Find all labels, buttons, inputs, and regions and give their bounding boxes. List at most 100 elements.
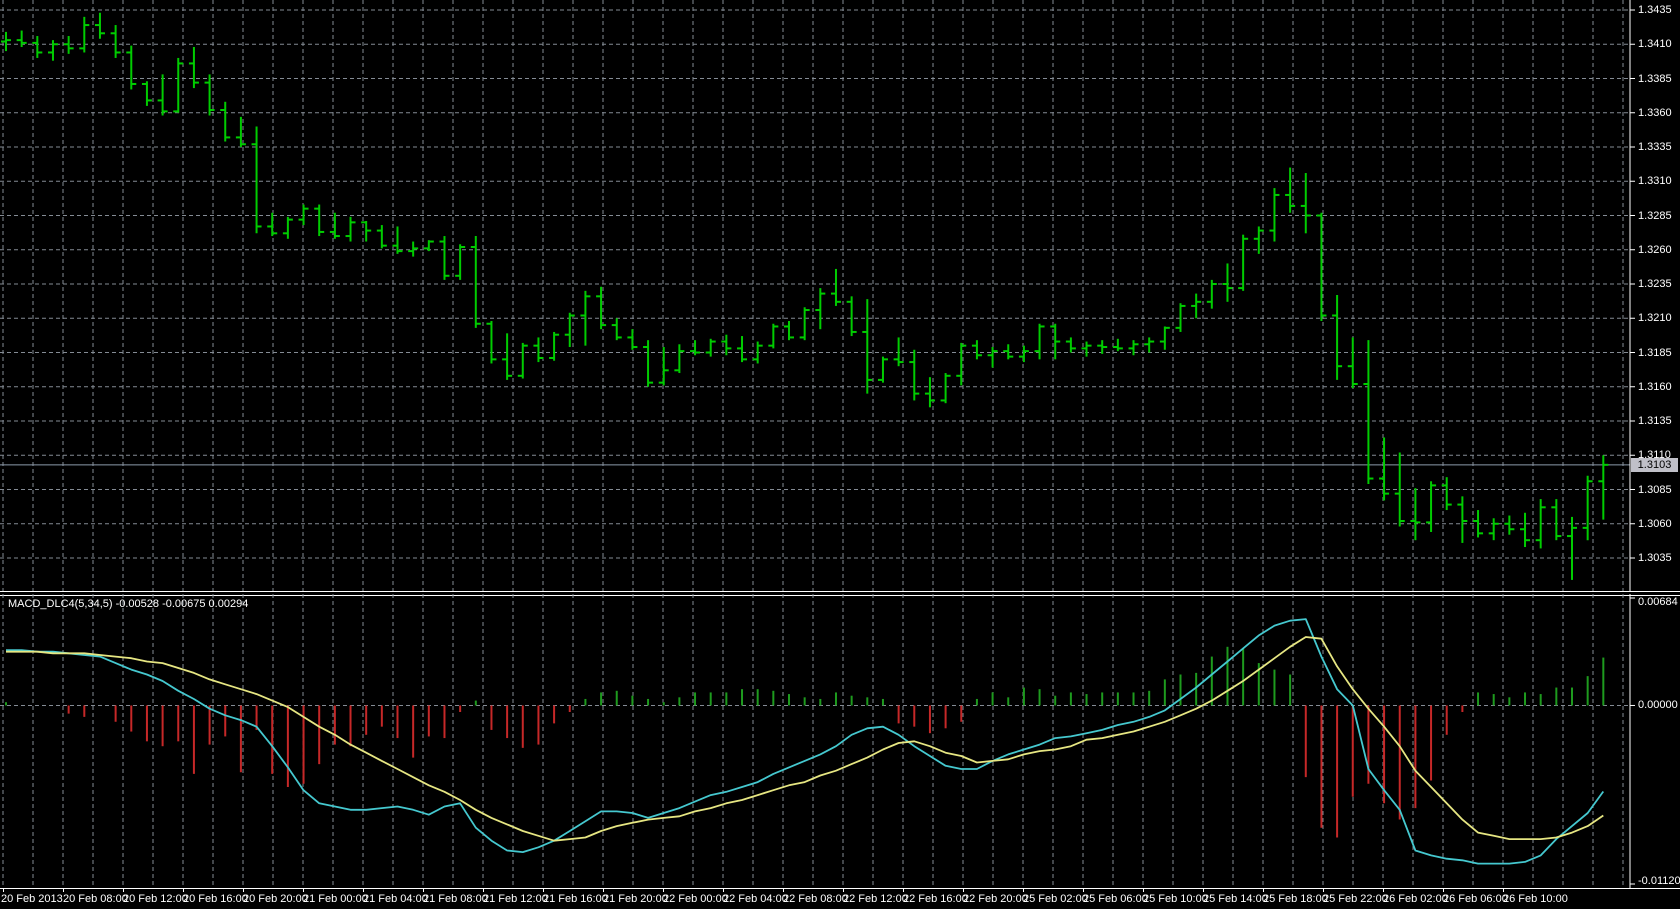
time-axis-label: 21 Feb 08:00	[423, 893, 488, 905]
ohlc-bar	[956, 342, 967, 386]
ohlc-bar	[643, 340, 654, 387]
ohlc-bar	[1128, 340, 1139, 356]
time-axis-label: 26 Feb 06:00	[1443, 893, 1508, 905]
ohlc-bar	[173, 57, 184, 113]
ohlc-bar	[439, 236, 450, 280]
price-chart-pane[interactable]: 1.3435 1.3410 1.3385 1.3360 1.3335 1.3310 1.32…	[0, 0, 1680, 591]
ohlc-bar	[752, 341, 763, 364]
ohlc-bar	[533, 337, 544, 363]
time-axis-label: 20 Feb 12:00	[123, 893, 188, 905]
time-axis-label: 25 Feb 14:00	[1203, 893, 1268, 905]
ohlc-bar	[1159, 326, 1170, 350]
time-tick	[1023, 889, 1024, 892]
ohlc-bar	[674, 344, 685, 374]
ohlc-bar	[549, 331, 560, 361]
ohlc-bar	[1332, 294, 1343, 380]
macd-chart-canvas[interactable]	[0, 594, 1680, 888]
price-axis-label: 1.3385	[1638, 72, 1672, 85]
time-axis-label: 21 Feb 00:00	[303, 893, 368, 905]
time-axis-label: 21 Feb 04:00	[363, 893, 428, 905]
ohlc-bar	[1457, 496, 1468, 543]
ohlc-bar	[126, 45, 137, 90]
ohlc-bar	[1567, 516, 1577, 580]
time-tick	[1503, 889, 1504, 892]
ohlc-bar	[486, 320, 497, 364]
ohlc-bar	[1598, 455, 1609, 520]
ohlc-bar	[141, 81, 152, 106]
ohlc-bar	[1363, 340, 1374, 485]
time-tick	[1383, 889, 1384, 892]
bid-price-tag: 1.3103	[1631, 457, 1678, 472]
time-tick	[1143, 889, 1144, 892]
ohlc-bar	[314, 204, 325, 237]
ohlc-bar	[423, 240, 434, 252]
time-tick	[843, 889, 844, 892]
time-tick	[783, 889, 784, 892]
price-chart-canvas[interactable]	[0, 0, 1680, 591]
price-axis-label: 1.3335	[1638, 141, 1672, 153]
time-axis-label: 20 Feb 08:00	[63, 893, 128, 905]
ohlc-bar	[924, 377, 935, 408]
time-tick	[303, 889, 304, 892]
pane-separator[interactable]	[0, 591, 1680, 596]
indicator-label: MACD_DLC4(5,34,5) -0.00528 -0.00675 0.00…	[8, 598, 249, 610]
time-tick	[1443, 889, 1444, 892]
ohlc-bar	[345, 216, 356, 242]
time-tick	[183, 889, 184, 892]
time-tick	[603, 889, 604, 892]
ohlc-bar	[596, 286, 607, 330]
macd-signal-line	[6, 636, 1604, 842]
time-tick	[1203, 889, 1204, 892]
time-axis-label: 22 Feb 20:00	[963, 893, 1028, 905]
ohlc-bar	[721, 334, 732, 356]
ohlc-bar	[784, 320, 794, 341]
ohlc-bar	[1441, 477, 1452, 511]
time-axis-label: 22 Feb 04:00	[723, 893, 788, 905]
ohlc-bar	[1, 31, 11, 52]
time-axis-label: 21 Feb 20:00	[603, 893, 668, 905]
time-tick	[723, 889, 724, 892]
ohlc-bar	[251, 126, 262, 234]
macd-main-line	[6, 618, 1605, 865]
time-axis-label: 26 Feb 02:00	[1383, 893, 1448, 905]
ohlc-bar	[564, 312, 575, 348]
ohlc-bar	[1347, 337, 1358, 389]
time-axis-label: 20 Feb 20:00	[243, 893, 308, 905]
price-axis-label: 1.3435	[1638, 4, 1672, 16]
time-axis: 20 Feb 2013 20 Feb 08:00 20 Feb 12:00 20 Fe…	[0, 888, 1680, 909]
macd-indicator-pane[interactable]: MACD_DLC4(5,34,5) -0.00528 -0.00675 0.00…	[0, 594, 1680, 888]
ohlc-bar	[1410, 488, 1421, 541]
ohlc-bar	[235, 116, 246, 147]
ohlc-bar	[376, 225, 387, 249]
ohlc-bar	[1535, 499, 1546, 549]
ohlc-bar	[1582, 475, 1593, 541]
ohlc-bar	[1426, 481, 1437, 532]
ohlc-bar	[862, 299, 873, 394]
ohlc-bar	[1003, 344, 1014, 360]
ohlc-bar	[1379, 437, 1390, 501]
ohlc-bar	[1253, 226, 1264, 254]
time-tick	[1323, 889, 1324, 892]
ohlc-bar	[815, 288, 826, 330]
ohlc-bar	[1206, 279, 1217, 309]
ohlc-bar	[188, 46, 199, 89]
time-axis-label: 26 Feb 10:00	[1503, 893, 1568, 905]
time-axis-label: 25 Feb 18:00	[1263, 893, 1328, 905]
time-tick	[963, 889, 964, 892]
price-axis-label: 1.3160	[1638, 380, 1672, 393]
time-axis-label: 25 Feb 22:00	[1323, 893, 1388, 905]
ohlc-bar	[79, 16, 90, 53]
time-tick	[543, 889, 544, 892]
time-tick	[1263, 889, 1264, 892]
ohlc-bar	[517, 342, 528, 379]
ohlc-bar	[627, 329, 638, 350]
macd-axis-label: -0.01120	[1638, 875, 1680, 887]
ohlc-bar	[1112, 338, 1123, 352]
ohlc-bar	[1222, 263, 1233, 302]
ohlc-bar	[940, 373, 951, 404]
ohlc-bar	[768, 323, 779, 349]
ohlc-bar	[16, 30, 27, 47]
ohlc-bar	[1316, 212, 1327, 321]
price-axis-label: 1.3085	[1638, 483, 1672, 496]
ohlc-bar	[361, 220, 372, 242]
